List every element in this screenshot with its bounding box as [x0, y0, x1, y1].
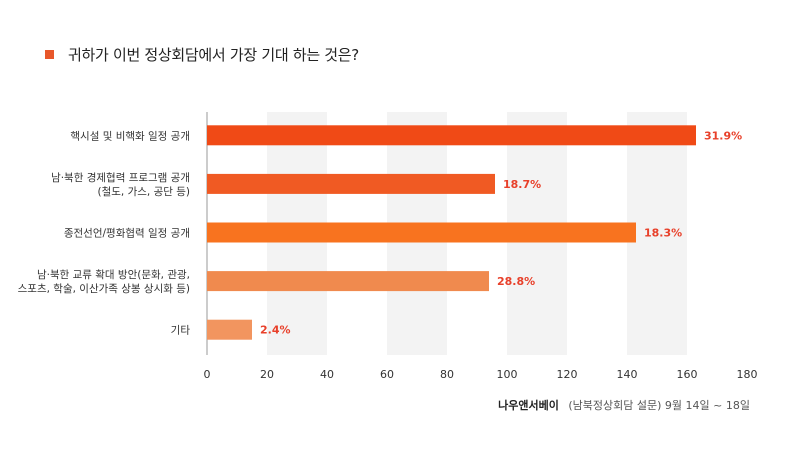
x-tick-label: 100	[497, 368, 518, 381]
category-label: 남·북한 경제협력 프로그램 공개	[51, 171, 190, 184]
x-tick-label: 60	[380, 368, 394, 381]
bar-value-label: 28.8%	[497, 275, 535, 288]
x-tick-label: 180	[737, 368, 758, 381]
source-brand: 나우앤서베이	[498, 399, 559, 412]
bar-value-label: 18.7%	[503, 178, 541, 191]
x-tick-label: 0	[204, 368, 211, 381]
category-label: (철도, 가스, 공단 등)	[97, 186, 190, 198]
source-note: 나우앤서베이 (남북정상회담 설문) 9월 14일 ~ 18일	[498, 397, 750, 413]
x-tick-label: 20	[260, 368, 274, 381]
category-label: 종전선언/평화협력 일정 공개	[64, 227, 190, 240]
category-label: 기타	[171, 325, 191, 337]
x-tick-label: 140	[617, 368, 638, 381]
source-detail: (남북정상회담 설문) 9월 14일 ~ 18일	[568, 399, 750, 412]
category-label: 핵시설 및 비핵화 일정 공개	[70, 129, 190, 142]
x-tick-label: 120	[557, 368, 578, 381]
bar-value-label: 18.3%	[644, 227, 682, 240]
bar	[207, 271, 489, 292]
bar-value-label: 2.4%	[260, 324, 291, 337]
bar	[207, 222, 636, 243]
bar	[207, 125, 696, 146]
x-tick-label: 40	[320, 368, 334, 381]
chart-title: 귀하가 이번 정상회담에서 가장 기대 하는 것은?	[68, 46, 359, 64]
x-tick-label: 80	[440, 368, 454, 381]
bar	[207, 173, 495, 194]
category-label: 남·북한 교류 확대 방안(문화, 관광,	[37, 268, 190, 281]
bar	[207, 319, 252, 340]
grid-band	[627, 112, 687, 355]
category-label: 스포츠, 학술, 이산가족 상봉 상시화 등)	[18, 283, 190, 295]
x-tick-label: 160	[677, 368, 698, 381]
title-square-icon	[45, 50, 54, 59]
bar-value-label: 31.9%	[704, 129, 742, 142]
chart-title-wrap: 귀하가 이번 정상회담에서 가장 기대 하는 것은?	[45, 44, 359, 65]
